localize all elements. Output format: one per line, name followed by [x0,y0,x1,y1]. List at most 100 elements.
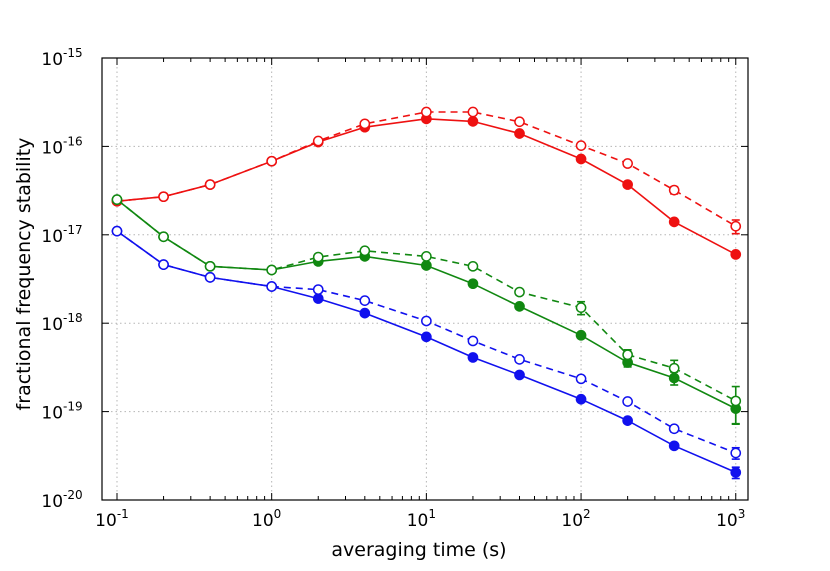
data-point [575,329,587,341]
x-tick-exponent: 1 [428,507,436,521]
data-point [359,245,371,257]
data-point [421,315,432,327]
data-series [111,106,742,480]
x-tick-base: 10 [561,511,583,531]
data-point [514,128,525,139]
data-point [158,231,169,243]
series-blue-dashed [111,225,742,460]
data-point [111,225,123,237]
series-green-dashed [111,194,742,426]
plot-frame [101,57,749,501]
data-point [204,260,216,272]
y-tick-label: 10-20 [41,488,82,512]
data-point [421,251,432,262]
data-point [575,393,587,405]
data-point [622,396,633,407]
y-tick-base: 10 [41,50,63,70]
data-point [467,116,479,127]
x-tick-exponent: -1 [117,507,129,521]
y-tick-label: 10-15 [41,46,82,70]
x-tick-exponent: 3 [738,507,746,521]
data-point [312,251,324,263]
x-tick-exponent: 2 [583,507,591,521]
data-point [111,194,123,205]
x-axis-label: averaging time (s) [331,539,506,561]
x-tick-label: 103 [716,507,745,531]
data-point [575,302,587,313]
y-axis-label: fractional frequency stability [13,138,35,411]
data-point [575,373,587,385]
y-tick-base: 10 [41,404,63,424]
data-point [668,440,680,452]
data-point [622,349,633,361]
x-tick-base: 10 [407,511,429,531]
y-tick-base: 10 [41,492,63,512]
y-tick-exponent: -20 [63,488,83,502]
data-point [204,179,216,190]
y-tick-exponent: -15 [63,46,83,60]
data-point [266,155,278,167]
y-tick-base: 10 [41,138,63,158]
y-tick-exponent: -16 [63,134,83,148]
series-line [116,111,737,227]
x-tick-base: 10 [252,511,274,531]
data-point [312,284,324,295]
y-tick-exponent: -18 [63,311,83,325]
data-point [668,423,680,435]
data-point [359,118,371,130]
data-point [668,362,680,374]
data-point [730,249,742,260]
data-point [312,135,324,147]
y-tick-base: 10 [41,315,63,335]
y-tick-label: 10-17 [41,223,82,247]
y-tick-exponent: -19 [63,400,83,414]
y-tick-label: 10-18 [41,311,82,335]
data-point [467,278,479,290]
data-point [467,335,479,347]
y-tick-exponent: -17 [63,223,83,237]
data-point [730,220,742,232]
data-point [266,281,278,292]
x-tick-label: 102 [561,507,590,531]
data-point [668,216,680,228]
y-tick-label: 10-19 [41,400,82,424]
data-point [622,415,633,426]
data-point [158,191,169,203]
data-point [514,286,525,298]
y-tick-base: 10 [41,227,63,247]
data-point [312,293,324,304]
data-point [266,264,278,276]
data-point [467,106,479,118]
x-tick-label: 101 [407,507,436,531]
series-line [116,198,737,410]
x-tick-exponent: 0 [274,507,282,521]
data-point [514,301,525,312]
data-point [622,158,633,169]
data-point [421,260,432,271]
data-point [359,307,371,319]
x-tick-base: 10 [95,511,117,531]
data-point [622,179,633,190]
data-point [514,353,525,365]
data-point [421,106,432,118]
grid-lines [102,58,748,500]
data-point [730,447,742,459]
data-point [421,331,432,343]
data-point [204,272,216,283]
data-point [359,295,371,306]
data-point [514,116,525,128]
x-tick-label: 10-1 [95,507,129,531]
data-point [514,369,525,381]
data-point [730,467,742,478]
data-point [575,153,587,165]
data-point [467,352,479,363]
data-point [730,395,742,407]
y-tick-label: 10-16 [41,134,82,158]
data-point [668,184,680,196]
data-point [575,140,587,151]
axis-ticks: 10-1 100 101 102 10310-2010-1910-1810-1710-1… [41,46,748,531]
data-point [158,259,169,270]
x-tick-label: 100 [252,507,281,531]
data-point [467,260,479,272]
